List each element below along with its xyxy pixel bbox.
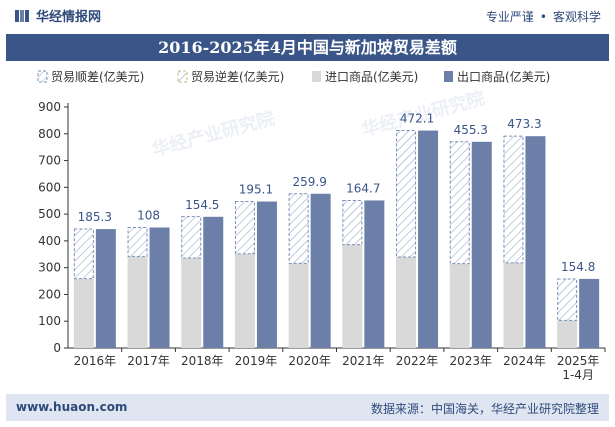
header-bar: 华经情报网 专业严谨 • 客观科学 bbox=[0, 0, 615, 30]
import-bar bbox=[557, 320, 578, 348]
export-bar bbox=[471, 141, 492, 348]
brand[interactable]: 华经情报网 bbox=[14, 6, 101, 25]
data-label: 472.1 bbox=[400, 112, 434, 126]
data-label: 195.1 bbox=[239, 183, 273, 197]
y-tick-label: 500 bbox=[38, 207, 61, 221]
logo-icon bbox=[15, 9, 29, 22]
export-bar bbox=[203, 216, 224, 348]
x-tick-label: 2022年 bbox=[396, 354, 439, 368]
legend-label: 贸易逆差(亿美元) bbox=[191, 69, 284, 84]
x-tick-label: 2018年 bbox=[181, 354, 224, 368]
import-bar bbox=[288, 263, 309, 348]
legend-swatch bbox=[444, 71, 453, 82]
data-source: 数据来源：中国海关，华经产业研究院整理 bbox=[370, 402, 599, 416]
brand-name: 华经情报网 bbox=[36, 10, 102, 25]
legend-swatch bbox=[312, 71, 321, 82]
data-label: 154.5 bbox=[185, 198, 219, 212]
footer-url[interactable]: www.huaon.com bbox=[16, 400, 128, 414]
surplus-bar bbox=[73, 228, 94, 280]
bullet-icon: • bbox=[539, 10, 547, 24]
import-bar bbox=[127, 256, 148, 348]
surplus-bar bbox=[127, 227, 148, 257]
x-tick-label: 2021年 bbox=[342, 354, 385, 368]
x-tick-label: 2025年 bbox=[557, 354, 600, 368]
bar-chart: 贸易顺差(亿美元) 贸易逆差(亿美元) 进口商品(亿美元) 出口商品(亿美元) 0 100… bbox=[37, 69, 606, 382]
data-label: 185.3 bbox=[78, 210, 112, 224]
y-tick-label: 700 bbox=[38, 154, 61, 168]
export-bar bbox=[364, 200, 385, 348]
x-tick-label: 2023年 bbox=[449, 354, 492, 368]
import-bar bbox=[396, 256, 417, 348]
surplus-bar bbox=[557, 278, 578, 321]
x-tick-label: 2017年 bbox=[127, 354, 170, 368]
legend-label: 出口商品(亿美元) bbox=[457, 69, 550, 84]
surplus-bar bbox=[449, 141, 470, 265]
x-tick-label: 1-4月 bbox=[562, 368, 594, 382]
y-tick-label: 300 bbox=[38, 261, 61, 275]
surplus-bar bbox=[503, 135, 524, 264]
legend-label: 贸易顺差(亿美元) bbox=[51, 69, 144, 84]
x-tick-label: 2024年 bbox=[503, 354, 546, 368]
x-tick-label: 2019年 bbox=[235, 354, 278, 368]
y-tick-label: 900 bbox=[38, 100, 61, 114]
data-label: 455.3 bbox=[454, 123, 488, 137]
import-bar bbox=[449, 263, 470, 348]
tagline-2: 客观科学 bbox=[552, 10, 601, 24]
legend-label: 进口商品(亿美元) bbox=[325, 69, 418, 84]
export-bar bbox=[256, 201, 277, 348]
footer-bar: www.huaon.com 数据来源：中国海关，华经产业研究院整理 bbox=[6, 394, 609, 421]
export-bar bbox=[579, 278, 600, 348]
surplus-bar bbox=[396, 130, 417, 258]
surplus-bar bbox=[181, 216, 202, 259]
data-label: 259.9 bbox=[292, 175, 326, 189]
import-bar bbox=[503, 262, 524, 348]
chart-title-bar: 2016-2025年4月中国与新加坡贸易差额 bbox=[6, 34, 609, 61]
data-label: 108 bbox=[137, 209, 160, 223]
import-bar bbox=[234, 253, 255, 348]
data-label: 154.8 bbox=[561, 260, 595, 274]
surplus-bar bbox=[234, 200, 255, 255]
import-bar bbox=[181, 258, 202, 348]
export-bar bbox=[525, 136, 546, 348]
export-bar bbox=[95, 229, 116, 348]
chart-title: 2016-2025年4月中国与新加坡贸易差额 bbox=[158, 38, 457, 57]
surplus-bar bbox=[342, 200, 363, 246]
export-bar bbox=[149, 227, 170, 348]
import-bar bbox=[73, 278, 94, 348]
import-bar bbox=[342, 244, 363, 348]
x-tick-label: 2020年 bbox=[288, 354, 331, 368]
y-tick-label: 400 bbox=[38, 234, 61, 248]
x-tick-label: 2016年 bbox=[74, 354, 117, 368]
data-label: 473.3 bbox=[507, 117, 541, 131]
data-label: 164.7 bbox=[346, 181, 380, 195]
surplus-bar bbox=[288, 193, 309, 264]
legend-swatch bbox=[177, 70, 188, 83]
y-tick-label: 100 bbox=[38, 314, 61, 328]
y-tick-label: 200 bbox=[38, 287, 61, 301]
tagline: 专业严谨 • 客观科学 bbox=[486, 8, 601, 25]
export-bar bbox=[310, 193, 331, 348]
export-bar bbox=[418, 130, 439, 348]
y-tick-label: 800 bbox=[38, 127, 61, 141]
y-tick-label: 600 bbox=[38, 180, 61, 194]
legend-swatch bbox=[37, 70, 48, 83]
tagline-1: 专业严谨 bbox=[485, 10, 534, 24]
y-tick-label: 0 bbox=[53, 341, 61, 355]
